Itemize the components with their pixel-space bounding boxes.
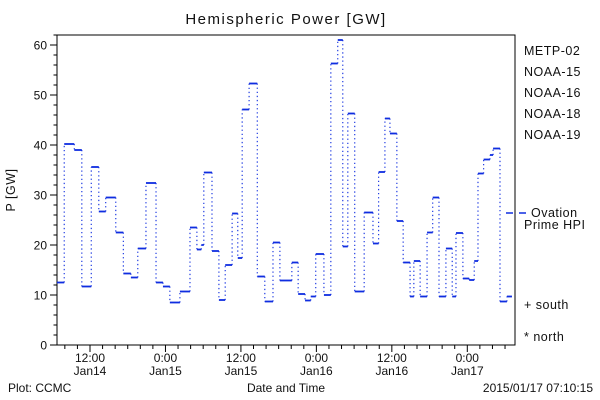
plot-timestamp: 2015/01/17 07:10:15 <box>483 381 593 395</box>
legend-satellite-label: NOAA-18 <box>524 107 581 121</box>
x-axis-title: Date and Time <box>247 381 325 395</box>
x-tick-date-label: Jan16 <box>300 364 333 378</box>
x-tick-time-label: 0:00 <box>154 351 178 365</box>
x-tick-time-label: 0:00 <box>456 351 480 365</box>
ovation-label-line2: Prime HPI <box>524 218 585 232</box>
x-tick-time-label: 0:00 <box>305 351 329 365</box>
data-curve-ovation-prime-hpi <box>56 39 512 304</box>
legend-satellite-label: METP-02 <box>524 44 580 58</box>
y-tick-label: 10 <box>34 289 48 303</box>
legend-satellite-label: NOAA-16 <box>524 86 581 100</box>
y-tick-label: 50 <box>34 89 48 103</box>
x-tick-date-label: Jan17 <box>451 364 484 378</box>
chart-title: Hemispheric Power [GW] <box>185 11 386 28</box>
x-tick-date-label: Jan15 <box>149 364 182 378</box>
legend-satellite-label: NOAA-19 <box>524 128 581 142</box>
ovation-label-line1: Ovation <box>531 206 578 220</box>
y-axis-title: P [GW] <box>4 168 18 211</box>
y-tick-label: 20 <box>34 239 48 253</box>
y-axis-ticks <box>50 34 57 346</box>
x-tick-time-label: 12:00 <box>75 351 105 365</box>
y-tick-label: 0 <box>40 339 47 353</box>
plot-source-label: Plot: CCMC <box>8 381 72 395</box>
y-tick-label: 30 <box>34 189 48 203</box>
x-axis-ticks <box>64 345 506 352</box>
plot-frame <box>56 34 516 346</box>
x-tick-time-label: 12:00 <box>226 351 256 365</box>
ovation-legend-entry: Ovation Prime HPI <box>506 206 585 232</box>
y-tick-label: 60 <box>34 39 48 53</box>
x-tick-date-label: Jan14 <box>74 364 107 378</box>
y-axis-tick-labels: 0 10 20 30 40 50 60 <box>34 39 48 353</box>
legend-satellite-label: NOAA-15 <box>524 65 581 79</box>
north-marker-legend: * north <box>524 330 564 344</box>
satellite-legend: METP-02 NOAA-15 NOAA-16 NOAA-18 NOAA-19 <box>524 44 581 142</box>
x-tick-date-label: Jan16 <box>375 364 408 378</box>
x-tick-time-label: 12:00 <box>377 351 407 365</box>
x-axis-tick-labels: 12:00Jan140:00Jan1512:00Jan150:00Jan1612… <box>74 351 484 378</box>
x-tick-date-label: Jan15 <box>225 364 258 378</box>
south-marker-legend: + south <box>524 298 569 312</box>
y-tick-label: 40 <box>34 139 48 153</box>
